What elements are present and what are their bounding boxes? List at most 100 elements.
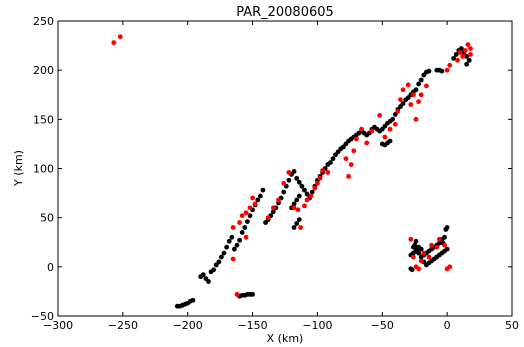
data-point-series-2 — [243, 210, 249, 216]
data-point-series-1 — [387, 138, 393, 144]
data-point-series-1 — [242, 225, 248, 230]
data-point-series-1 — [390, 116, 396, 122]
data-point-series-1 — [244, 219, 250, 225]
data-point-series-2 — [230, 256, 236, 262]
data-point-series-2 — [416, 266, 422, 272]
data-point-series-1 — [413, 87, 419, 93]
data-point-series-2 — [369, 128, 375, 134]
data-point-series-2 — [468, 46, 473, 51]
data-point-series-1 — [453, 52, 459, 57]
y-tick-label: −50 — [31, 310, 54, 323]
data-point-series-2 — [418, 92, 424, 98]
data-point-series-1 — [294, 221, 300, 226]
data-point-series-2 — [117, 34, 123, 40]
data-point-series-2 — [346, 173, 351, 179]
data-point-series-2 — [408, 102, 414, 107]
data-point-series-2 — [250, 195, 255, 201]
data-point-series-2 — [408, 236, 414, 242]
data-point-series-2 — [320, 168, 326, 173]
data-point-series-2 — [348, 162, 354, 167]
x-tick-label: −200 — [173, 319, 203, 332]
data-point-series-1 — [416, 244, 422, 250]
data-point-series-2 — [436, 236, 442, 242]
data-point-series-2 — [359, 126, 364, 132]
data-point-series-1 — [444, 246, 450, 252]
data-point-series-1 — [281, 189, 287, 195]
plot-frame — [57, 20, 513, 317]
data-point-series-2 — [429, 242, 434, 248]
data-point-series-1 — [464, 54, 469, 59]
data-point-series-1 — [211, 267, 217, 273]
data-point-series-1 — [466, 57, 472, 63]
data-point-series-2 — [462, 48, 468, 53]
y-tick-label: 100 — [33, 163, 54, 176]
data-point-series-2 — [460, 54, 466, 59]
data-point-series-1 — [330, 156, 336, 162]
data-point-series-2 — [400, 87, 406, 93]
data-point-series-2 — [382, 134, 388, 140]
data-point-series-2 — [442, 242, 447, 248]
data-point-series-2 — [395, 109, 401, 114]
data-point-series-1 — [328, 160, 333, 166]
data-point-series-2 — [413, 116, 419, 122]
data-point-series-1 — [296, 217, 302, 223]
data-point-series-1 — [219, 254, 224, 260]
data-point-series-1 — [416, 81, 422, 87]
data-point-series-2 — [298, 225, 303, 230]
data-point-series-1 — [234, 242, 240, 248]
data-point-series-2 — [398, 97, 403, 103]
data-point-series-1 — [413, 238, 419, 244]
data-point-series-1 — [464, 61, 469, 67]
data-point-series-1 — [439, 68, 445, 74]
y-axis-label: Y (km) — [12, 150, 25, 187]
data-point-series-2 — [444, 67, 450, 73]
x-axis-label: X (km) — [267, 332, 304, 345]
data-point-series-2 — [286, 170, 292, 175]
y-tick-label: 0 — [47, 261, 54, 274]
data-point-series-1 — [237, 237, 243, 243]
data-point-series-2 — [230, 225, 236, 230]
data-point-series-2 — [111, 40, 117, 46]
data-point-series-1 — [229, 234, 235, 240]
data-point-series-2 — [465, 42, 471, 47]
data-point-series-1 — [302, 187, 307, 193]
y-tick-label: 200 — [33, 64, 54, 77]
data-point-series-2 — [405, 82, 411, 88]
data-point-series-2 — [418, 258, 424, 264]
data-point-series-2 — [364, 140, 370, 146]
x-tick-label: −250 — [108, 319, 138, 332]
data-point-series-2 — [312, 185, 318, 191]
data-point-series-1 — [296, 193, 302, 199]
data-point-series-1 — [409, 267, 415, 273]
x-tick-label: 0 — [444, 319, 451, 332]
data-point-series-1 — [260, 187, 266, 193]
data-point-series-1 — [412, 242, 418, 248]
data-point-series-2 — [411, 254, 416, 260]
data-point-series-2 — [353, 136, 359, 142]
data-point-series-1 — [291, 225, 297, 230]
data-points — [111, 34, 473, 309]
data-point-series-2 — [295, 207, 301, 213]
data-point-series-2 — [351, 148, 357, 154]
data-point-series-2 — [239, 213, 245, 219]
data-point-series-1 — [299, 183, 305, 189]
data-point-series-2 — [317, 175, 323, 181]
x-tick-label: −100 — [302, 319, 332, 332]
data-point-series-2 — [416, 99, 422, 105]
x-tick-label: 50 — [505, 319, 519, 332]
data-point-series-2 — [387, 126, 393, 132]
data-point-series-2 — [315, 180, 320, 186]
y-tick-label: 250 — [33, 15, 54, 28]
data-point-series-2 — [455, 57, 460, 63]
data-point-series-1 — [291, 201, 297, 207]
data-point-series-2 — [243, 234, 249, 240]
data-point-series-1 — [400, 101, 406, 106]
data-point-series-1 — [239, 230, 245, 235]
data-point-series-2 — [252, 201, 258, 207]
data-point-series-2 — [308, 193, 314, 199]
data-point-series-1 — [436, 240, 442, 246]
data-point-series-1 — [270, 209, 276, 215]
data-point-series-1 — [442, 234, 447, 240]
x-axis-ticks: −300 −250 −200 −150 −100 −50 0 50 — [43, 21, 519, 332]
data-point-series-2 — [423, 83, 429, 89]
